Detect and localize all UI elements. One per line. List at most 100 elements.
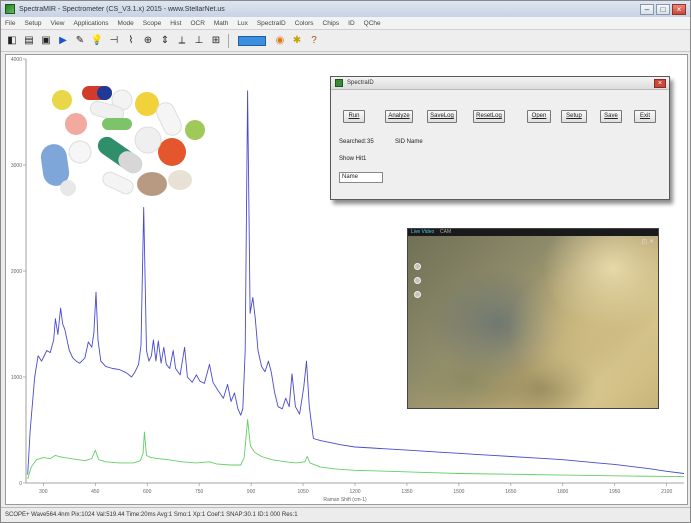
capsule-blue [40, 144, 70, 186]
camera-view[interactable]: Live Video CAM ◰ ✕ [407, 228, 659, 409]
camera-light-icon[interactable] [414, 277, 421, 284]
close-button[interactable]: × [672, 3, 686, 15]
pill-green [185, 120, 205, 140]
x-axis-label: Raman Shift (cm-1) [323, 497, 367, 503]
zoom-icon[interactable]: ⊕ [143, 34, 153, 46]
searched-value: 35 [367, 139, 374, 145]
camera-label: Live Video [411, 229, 435, 235]
sid-name-label: SID Name [395, 139, 423, 145]
x-tick-label: 750 [195, 489, 204, 495]
menu-chips[interactable]: Chips [322, 19, 340, 27]
spectraid-dialog: SpectraID × Run Analyze SaveLog ResetLog… [330, 76, 670, 200]
exit-button[interactable]: Exit [634, 110, 656, 123]
ruler-icon[interactable]: ⊥ [194, 34, 204, 46]
x-tick-label: 1350 [401, 489, 412, 495]
pill-yellow-2 [135, 92, 159, 116]
menu-qche[interactable]: QChe [363, 19, 381, 27]
menu-scope[interactable]: Scope [142, 19, 162, 27]
pill-pink [65, 113, 87, 135]
menu-math[interactable]: Math [213, 19, 229, 27]
dialog-title-bar: SpectraID × [331, 77, 669, 90]
camera-snapshot-icon[interactable] [414, 263, 421, 270]
open-button[interactable]: Open [527, 110, 551, 123]
camera-label-2: CAM [440, 229, 452, 235]
y-tick-label: 4000 [11, 57, 22, 63]
maximize-button[interactable]: □ [656, 3, 670, 15]
status-text: SCOPE+ Wave564.4nm Pix:1024 Val:519.44 T… [5, 512, 298, 518]
dialog-close-button[interactable]: × [654, 78, 666, 88]
axis-icon[interactable]: ⟂ [178, 34, 186, 46]
x-tick-label: 2100 [661, 489, 672, 495]
pill-grey [60, 180, 76, 196]
camera-corner-controls[interactable]: ◰ ✕ [641, 239, 654, 245]
print-icon[interactable]: ▣ [41, 34, 51, 46]
show-hit-label: Show Hit [339, 156, 364, 162]
x-tick-label: 300 [39, 489, 48, 495]
x-tick-label: 900 [247, 489, 256, 495]
camera-settings-icon[interactable] [414, 291, 421, 298]
y-tick-label: 2000 [11, 269, 22, 275]
palette-icon[interactable]: ◉ [275, 34, 285, 46]
capsule-white [89, 100, 125, 122]
toolbar-separator [228, 33, 229, 48]
x-tick-label: 1650 [505, 489, 516, 495]
x-tick-label: 1200 [349, 489, 360, 495]
menu-spectraid[interactable]: SpectraID [256, 19, 286, 27]
pill-white-4 [68, 140, 92, 164]
capsule-white-5 [102, 171, 134, 195]
spectrum-line-blue [27, 90, 685, 475]
menu-view[interactable]: View [50, 19, 65, 27]
menu-file[interactable]: File [5, 19, 16, 27]
title-bar: SpectraMIR - Spectrometer (CS_V3.1.x) 20… [1, 1, 690, 17]
x-tick-label: 1950 [609, 489, 620, 495]
scale-icon[interactable]: ⇕ [160, 34, 170, 46]
bulb-icon[interactable]: 💡 [90, 34, 104, 46]
menu-applications[interactable]: Applications [73, 19, 109, 27]
help-icon[interactable]: ? [311, 34, 317, 46]
show-hit-value[interactable]: 1 [363, 156, 367, 162]
spectrum-chart[interactable]: 300 450 600 750 900 1050 1200 1350 1500 1650 1800 1… [6, 55, 689, 506]
dialog-app-icon [335, 79, 343, 87]
pill-cream [168, 170, 192, 190]
dialog-buttons: Run Analyze SaveLog ResetLog Open Setup … [339, 110, 661, 124]
analyze-button[interactable]: Analyze [385, 110, 413, 123]
savelog-button[interactable]: SaveLog [427, 110, 457, 123]
resetlog-button[interactable]: ResetLog [473, 110, 505, 123]
toolbar: ◧ ▤ ▣ ▶ ✎ 💡 ⊣ ⌇ ⊕ ⇕ ⟂ ⊥ ⊞ ◉ ✱ ? [1, 30, 690, 52]
menu-hist[interactable]: Hist [170, 19, 182, 27]
gear-icon[interactable]: ✱ [292, 34, 302, 46]
peak-icon[interactable]: ⌇ [128, 34, 134, 46]
status-bar: SCOPE+ Wave564.4nm Pix:1024 Val:519.44 T… [1, 507, 690, 522]
tool-icon[interactable]: ⊞ [211, 34, 221, 46]
menu-lux[interactable]: Lux [237, 19, 248, 27]
minimize-button[interactable]: – [640, 3, 654, 15]
pill-yellow [52, 90, 72, 110]
save-button[interactable]: Save [600, 110, 622, 123]
x-tick-label: 1800 [557, 489, 568, 495]
y-tick-label: 0 [19, 481, 22, 487]
name-field[interactable]: Name [339, 172, 383, 183]
capsule-white-2 [156, 102, 182, 136]
play-icon[interactable]: ▶ [59, 34, 67, 46]
setup-button[interactable]: Setup [561, 110, 587, 123]
menu-ocr[interactable]: OCR [190, 19, 205, 27]
menu-id[interactable]: ID [348, 19, 355, 27]
x-tick-label: 1500 [453, 489, 464, 495]
save-icon[interactable]: ▤ [24, 34, 34, 46]
spectrum-line-green [27, 418, 685, 479]
pin-icon[interactable]: ✎ [75, 34, 85, 46]
menu-setup[interactable]: Setup [24, 19, 42, 27]
run-button[interactable]: Run [343, 110, 365, 123]
searched-label: Searched: [339, 139, 367, 145]
app-logo-icon [5, 4, 15, 14]
pill-orange [158, 138, 186, 166]
menu-mode[interactable]: Mode [117, 19, 134, 27]
dialog-title: SpectraID [347, 80, 374, 86]
marker-icon[interactable]: ⊣ [109, 34, 119, 46]
color-bar-icon[interactable] [238, 35, 266, 46]
menu-bar: File Setup View Applications Mode Scope … [1, 17, 690, 30]
menu-colors[interactable]: Colors [294, 19, 314, 27]
open-icon[interactable]: ◧ [7, 34, 17, 46]
window-controls: – □ × [640, 3, 686, 15]
capsule-teal [97, 136, 143, 174]
